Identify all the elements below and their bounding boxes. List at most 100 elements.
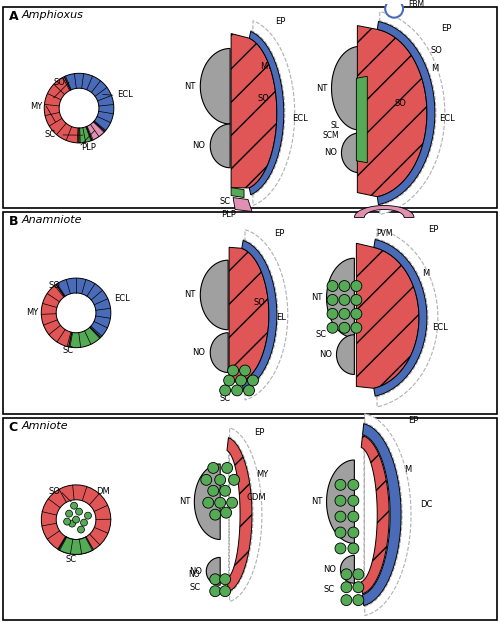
Text: SCM: SCM bbox=[323, 131, 340, 141]
Polygon shape bbox=[58, 537, 94, 554]
Text: EP: EP bbox=[408, 415, 418, 425]
Text: NT: NT bbox=[316, 84, 328, 93]
Text: M: M bbox=[431, 64, 438, 73]
Text: SC: SC bbox=[62, 346, 74, 355]
Circle shape bbox=[351, 281, 362, 292]
Circle shape bbox=[80, 519, 87, 526]
Text: SC: SC bbox=[44, 131, 55, 139]
Circle shape bbox=[208, 463, 218, 473]
Circle shape bbox=[348, 480, 359, 490]
Circle shape bbox=[203, 497, 213, 508]
Circle shape bbox=[335, 527, 346, 538]
Polygon shape bbox=[227, 438, 252, 592]
Text: EP: EP bbox=[274, 17, 285, 26]
Text: SC: SC bbox=[66, 555, 76, 564]
Text: MY: MY bbox=[26, 309, 38, 317]
Circle shape bbox=[348, 543, 359, 554]
Circle shape bbox=[222, 463, 232, 473]
Text: SC: SC bbox=[316, 330, 326, 339]
Polygon shape bbox=[364, 414, 411, 616]
Circle shape bbox=[348, 511, 359, 522]
Polygon shape bbox=[342, 133, 359, 173]
Text: EP: EP bbox=[274, 229, 284, 238]
Circle shape bbox=[66, 510, 72, 517]
Polygon shape bbox=[326, 258, 354, 338]
Text: NT: NT bbox=[311, 294, 322, 302]
Text: NO: NO bbox=[188, 570, 200, 579]
Text: DC: DC bbox=[420, 500, 432, 509]
Polygon shape bbox=[44, 77, 79, 143]
Polygon shape bbox=[340, 555, 354, 583]
Circle shape bbox=[385, 0, 403, 17]
Circle shape bbox=[351, 322, 362, 333]
Circle shape bbox=[220, 507, 232, 518]
Text: SO: SO bbox=[258, 94, 270, 103]
Polygon shape bbox=[251, 21, 294, 205]
Text: C: C bbox=[8, 421, 18, 434]
Circle shape bbox=[327, 281, 338, 292]
Text: B: B bbox=[8, 215, 18, 228]
Circle shape bbox=[232, 385, 242, 396]
Polygon shape bbox=[42, 284, 72, 347]
Text: DM: DM bbox=[96, 487, 110, 496]
Circle shape bbox=[220, 485, 230, 496]
Text: Amniote: Amniote bbox=[22, 421, 68, 431]
Circle shape bbox=[84, 512, 91, 519]
Polygon shape bbox=[362, 424, 401, 606]
Circle shape bbox=[335, 543, 346, 554]
Text: MY: MY bbox=[30, 101, 42, 111]
Polygon shape bbox=[56, 278, 111, 338]
Text: NO: NO bbox=[324, 565, 336, 574]
Circle shape bbox=[64, 518, 70, 525]
Circle shape bbox=[327, 309, 338, 319]
Circle shape bbox=[339, 281, 350, 292]
Circle shape bbox=[214, 475, 226, 485]
Circle shape bbox=[248, 375, 258, 386]
Polygon shape bbox=[358, 26, 427, 197]
Text: SO: SO bbox=[53, 78, 65, 86]
Circle shape bbox=[348, 527, 359, 538]
Text: SC: SC bbox=[219, 394, 230, 403]
FancyBboxPatch shape bbox=[4, 7, 496, 208]
Circle shape bbox=[341, 582, 352, 593]
Polygon shape bbox=[326, 460, 354, 544]
Polygon shape bbox=[354, 205, 414, 218]
Circle shape bbox=[224, 375, 234, 386]
Circle shape bbox=[72, 516, 80, 523]
Text: SO: SO bbox=[48, 281, 60, 289]
Text: EP: EP bbox=[441, 24, 451, 33]
Text: PLP: PLP bbox=[220, 210, 236, 219]
Text: M: M bbox=[422, 269, 429, 277]
Text: NO: NO bbox=[192, 141, 205, 151]
Text: EP: EP bbox=[428, 225, 438, 234]
Text: SL: SL bbox=[330, 121, 340, 131]
FancyBboxPatch shape bbox=[4, 213, 496, 414]
Polygon shape bbox=[231, 34, 277, 188]
Polygon shape bbox=[210, 124, 230, 168]
Polygon shape bbox=[356, 243, 419, 388]
Polygon shape bbox=[231, 188, 244, 198]
Circle shape bbox=[78, 526, 84, 533]
Circle shape bbox=[228, 475, 239, 485]
Circle shape bbox=[348, 495, 359, 506]
Polygon shape bbox=[228, 428, 262, 601]
Polygon shape bbox=[86, 121, 105, 141]
Text: Amphioxus: Amphioxus bbox=[22, 10, 84, 20]
Text: A: A bbox=[8, 10, 18, 22]
Polygon shape bbox=[194, 464, 220, 539]
Text: SO: SO bbox=[431, 46, 443, 55]
Polygon shape bbox=[200, 49, 230, 124]
Text: EP: EP bbox=[254, 428, 264, 437]
Text: SC: SC bbox=[189, 583, 200, 592]
Circle shape bbox=[335, 495, 346, 506]
Circle shape bbox=[220, 586, 230, 596]
Polygon shape bbox=[356, 77, 368, 163]
Circle shape bbox=[339, 309, 350, 319]
Circle shape bbox=[70, 502, 78, 509]
Text: ECL: ECL bbox=[114, 294, 130, 304]
Polygon shape bbox=[332, 47, 359, 130]
Text: ECL: ECL bbox=[432, 323, 448, 332]
Polygon shape bbox=[229, 248, 269, 383]
Text: MY: MY bbox=[260, 62, 272, 71]
Text: EL: EL bbox=[276, 313, 285, 322]
